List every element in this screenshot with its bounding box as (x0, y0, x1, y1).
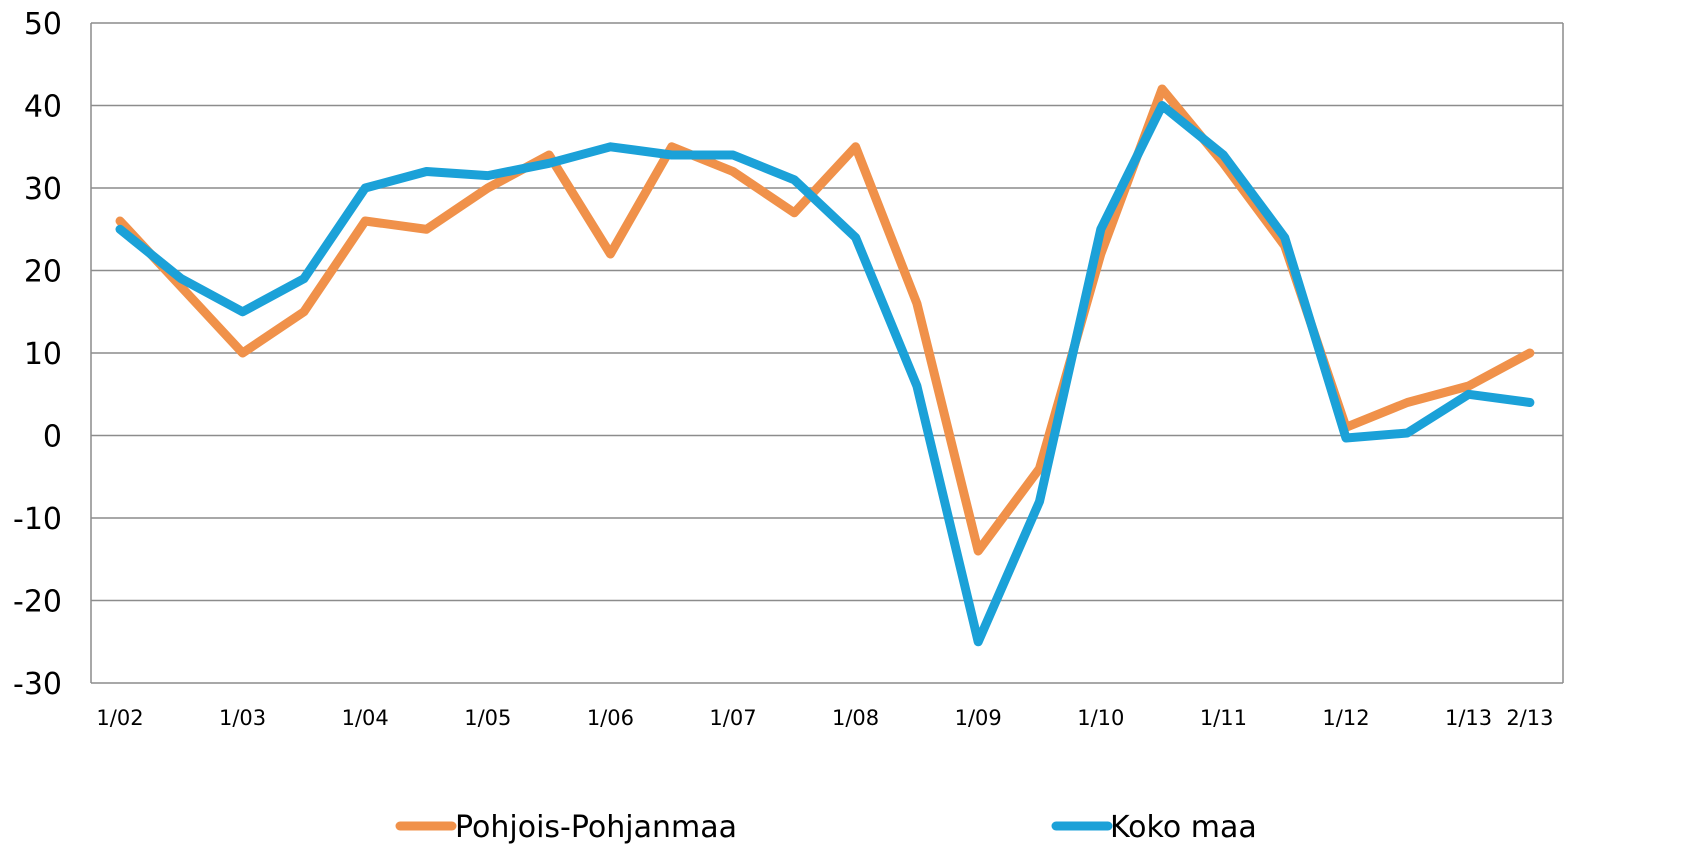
gridlines (91, 22, 1563, 602)
axes (90, 23, 1564, 684)
x-tick-label: 2/13 (1506, 706, 1553, 730)
x-tick-label: 1/02 (96, 706, 143, 730)
x-tick-label: 1/03 (219, 706, 266, 730)
y-tick-label: -20 (13, 585, 62, 620)
y-tick-label: 30 (24, 172, 62, 207)
series-line-koko-maa (115, 101, 1535, 647)
y-tick-label: -10 (13, 502, 62, 537)
x-tick-label: 1/07 (709, 706, 756, 730)
y-axis-tick-labels: 50 40 30 20 10 0 -10 -20 -30 (13, 7, 62, 702)
legend: Pohjois-Pohjanmaa Koko maa (395, 810, 1257, 845)
legend-item: Koko maa (1051, 810, 1257, 845)
y-tick-label: 10 (24, 337, 62, 372)
y-tick-label: 0 (43, 420, 62, 455)
x-tick-label: 1/05 (464, 706, 511, 730)
y-tick-label: -30 (13, 667, 62, 702)
x-tick-label: 1/11 (1200, 706, 1247, 730)
x-tick-label: 1/12 (1322, 706, 1369, 730)
x-axis-tick-labels: 1/02 1/03 1/04 1/05 1/06 1/07 1/08 1/09 1/10 1/11… (96, 706, 1553, 730)
y-tick-label: 40 (24, 90, 62, 125)
series-lines (115, 84, 1535, 647)
legend-label: Pohjois-Pohjanmaa (455, 810, 737, 845)
x-tick-label: 1/08 (832, 706, 879, 730)
x-tick-label: 1/04 (342, 706, 389, 730)
x-tick-label: 1/13 (1445, 706, 1492, 730)
x-tick-label: 1/06 (587, 706, 634, 730)
x-tick-label: 1/09 (955, 706, 1002, 730)
legend-label: Koko maa (1110, 810, 1257, 845)
legend-item: Pohjois-Pohjanmaa (395, 810, 737, 845)
y-tick-label: 50 (24, 7, 62, 42)
series-line-pohjois-pohjanmaa (115, 84, 1535, 556)
x-tick-label: 1/10 (1077, 706, 1124, 730)
y-tick-label: 20 (24, 255, 62, 290)
